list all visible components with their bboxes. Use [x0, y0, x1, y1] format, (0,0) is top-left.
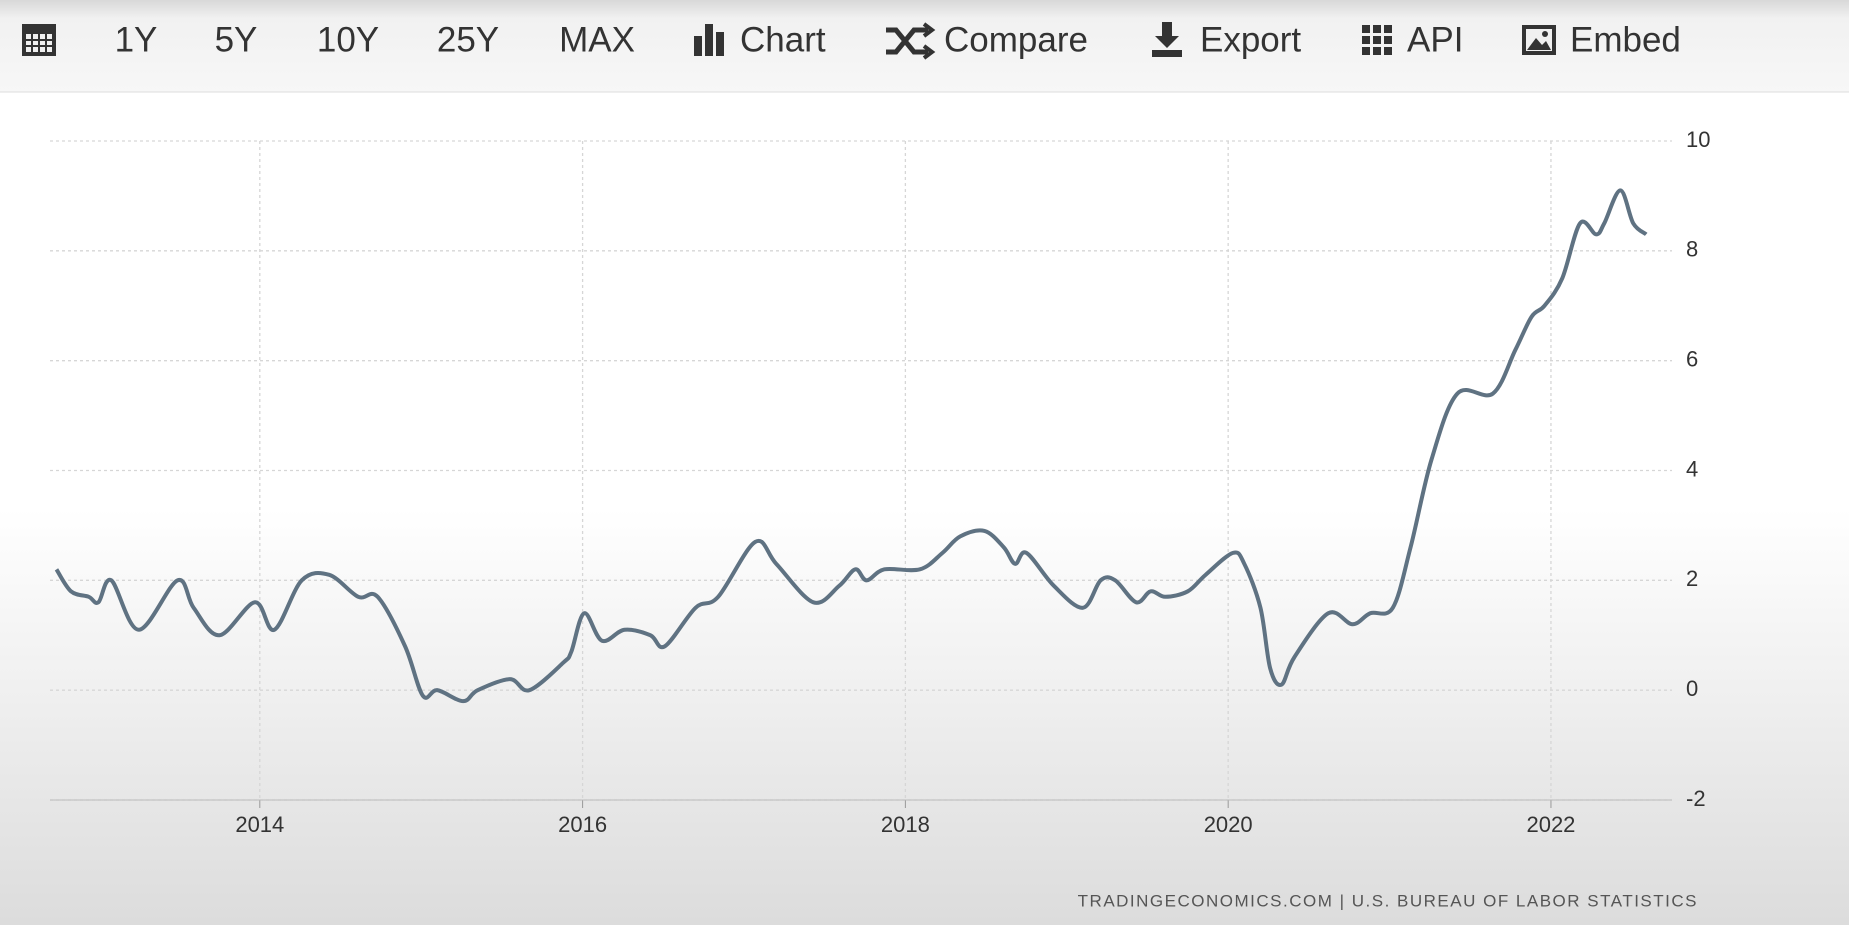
- y-tick-label: -2: [1686, 786, 1706, 811]
- y-tick-label: 6: [1686, 346, 1698, 371]
- y-tick-label: 8: [1686, 237, 1698, 262]
- calendar-icon[interactable]: [22, 24, 56, 56]
- y-tick-label: 4: [1686, 456, 1698, 481]
- x-tick-label: 2018: [881, 812, 930, 837]
- data-line: [54, 188, 1648, 704]
- embed-button[interactable]: Embed: [1570, 20, 1681, 59]
- y-tick-label: 10: [1686, 127, 1710, 152]
- export-button[interactable]: Export: [1200, 20, 1301, 59]
- y-tick-label: 2: [1686, 566, 1698, 591]
- range-button[interactable]: 1Y: [115, 20, 158, 59]
- range-button[interactable]: 5Y: [215, 20, 258, 59]
- api-button[interactable]: API: [1407, 20, 1463, 59]
- range-button[interactable]: 10Y: [317, 20, 379, 59]
- compare-icon: [886, 22, 936, 60]
- source-note: TRADINGECONOMICS.COM | U.S. BUREAU OF LA…: [1078, 891, 1698, 910]
- compare-button[interactable]: Compare: [944, 20, 1088, 59]
- range-button[interactable]: MAX: [559, 20, 635, 59]
- chart-button[interactable]: Chart: [740, 20, 826, 59]
- embed-icon: [1522, 25, 1556, 55]
- x-tick-label: 2016: [558, 812, 607, 837]
- range-button[interactable]: 25Y: [437, 20, 499, 59]
- export-icon: [1152, 22, 1182, 57]
- x-tick-label: 2020: [1204, 812, 1253, 837]
- api-icon: [1362, 25, 1392, 55]
- y-tick-label: 0: [1686, 676, 1698, 701]
- chart-icon: [694, 24, 724, 56]
- x-tick-label: 2014: [235, 812, 284, 837]
- x-tick-label: 2022: [1526, 812, 1575, 837]
